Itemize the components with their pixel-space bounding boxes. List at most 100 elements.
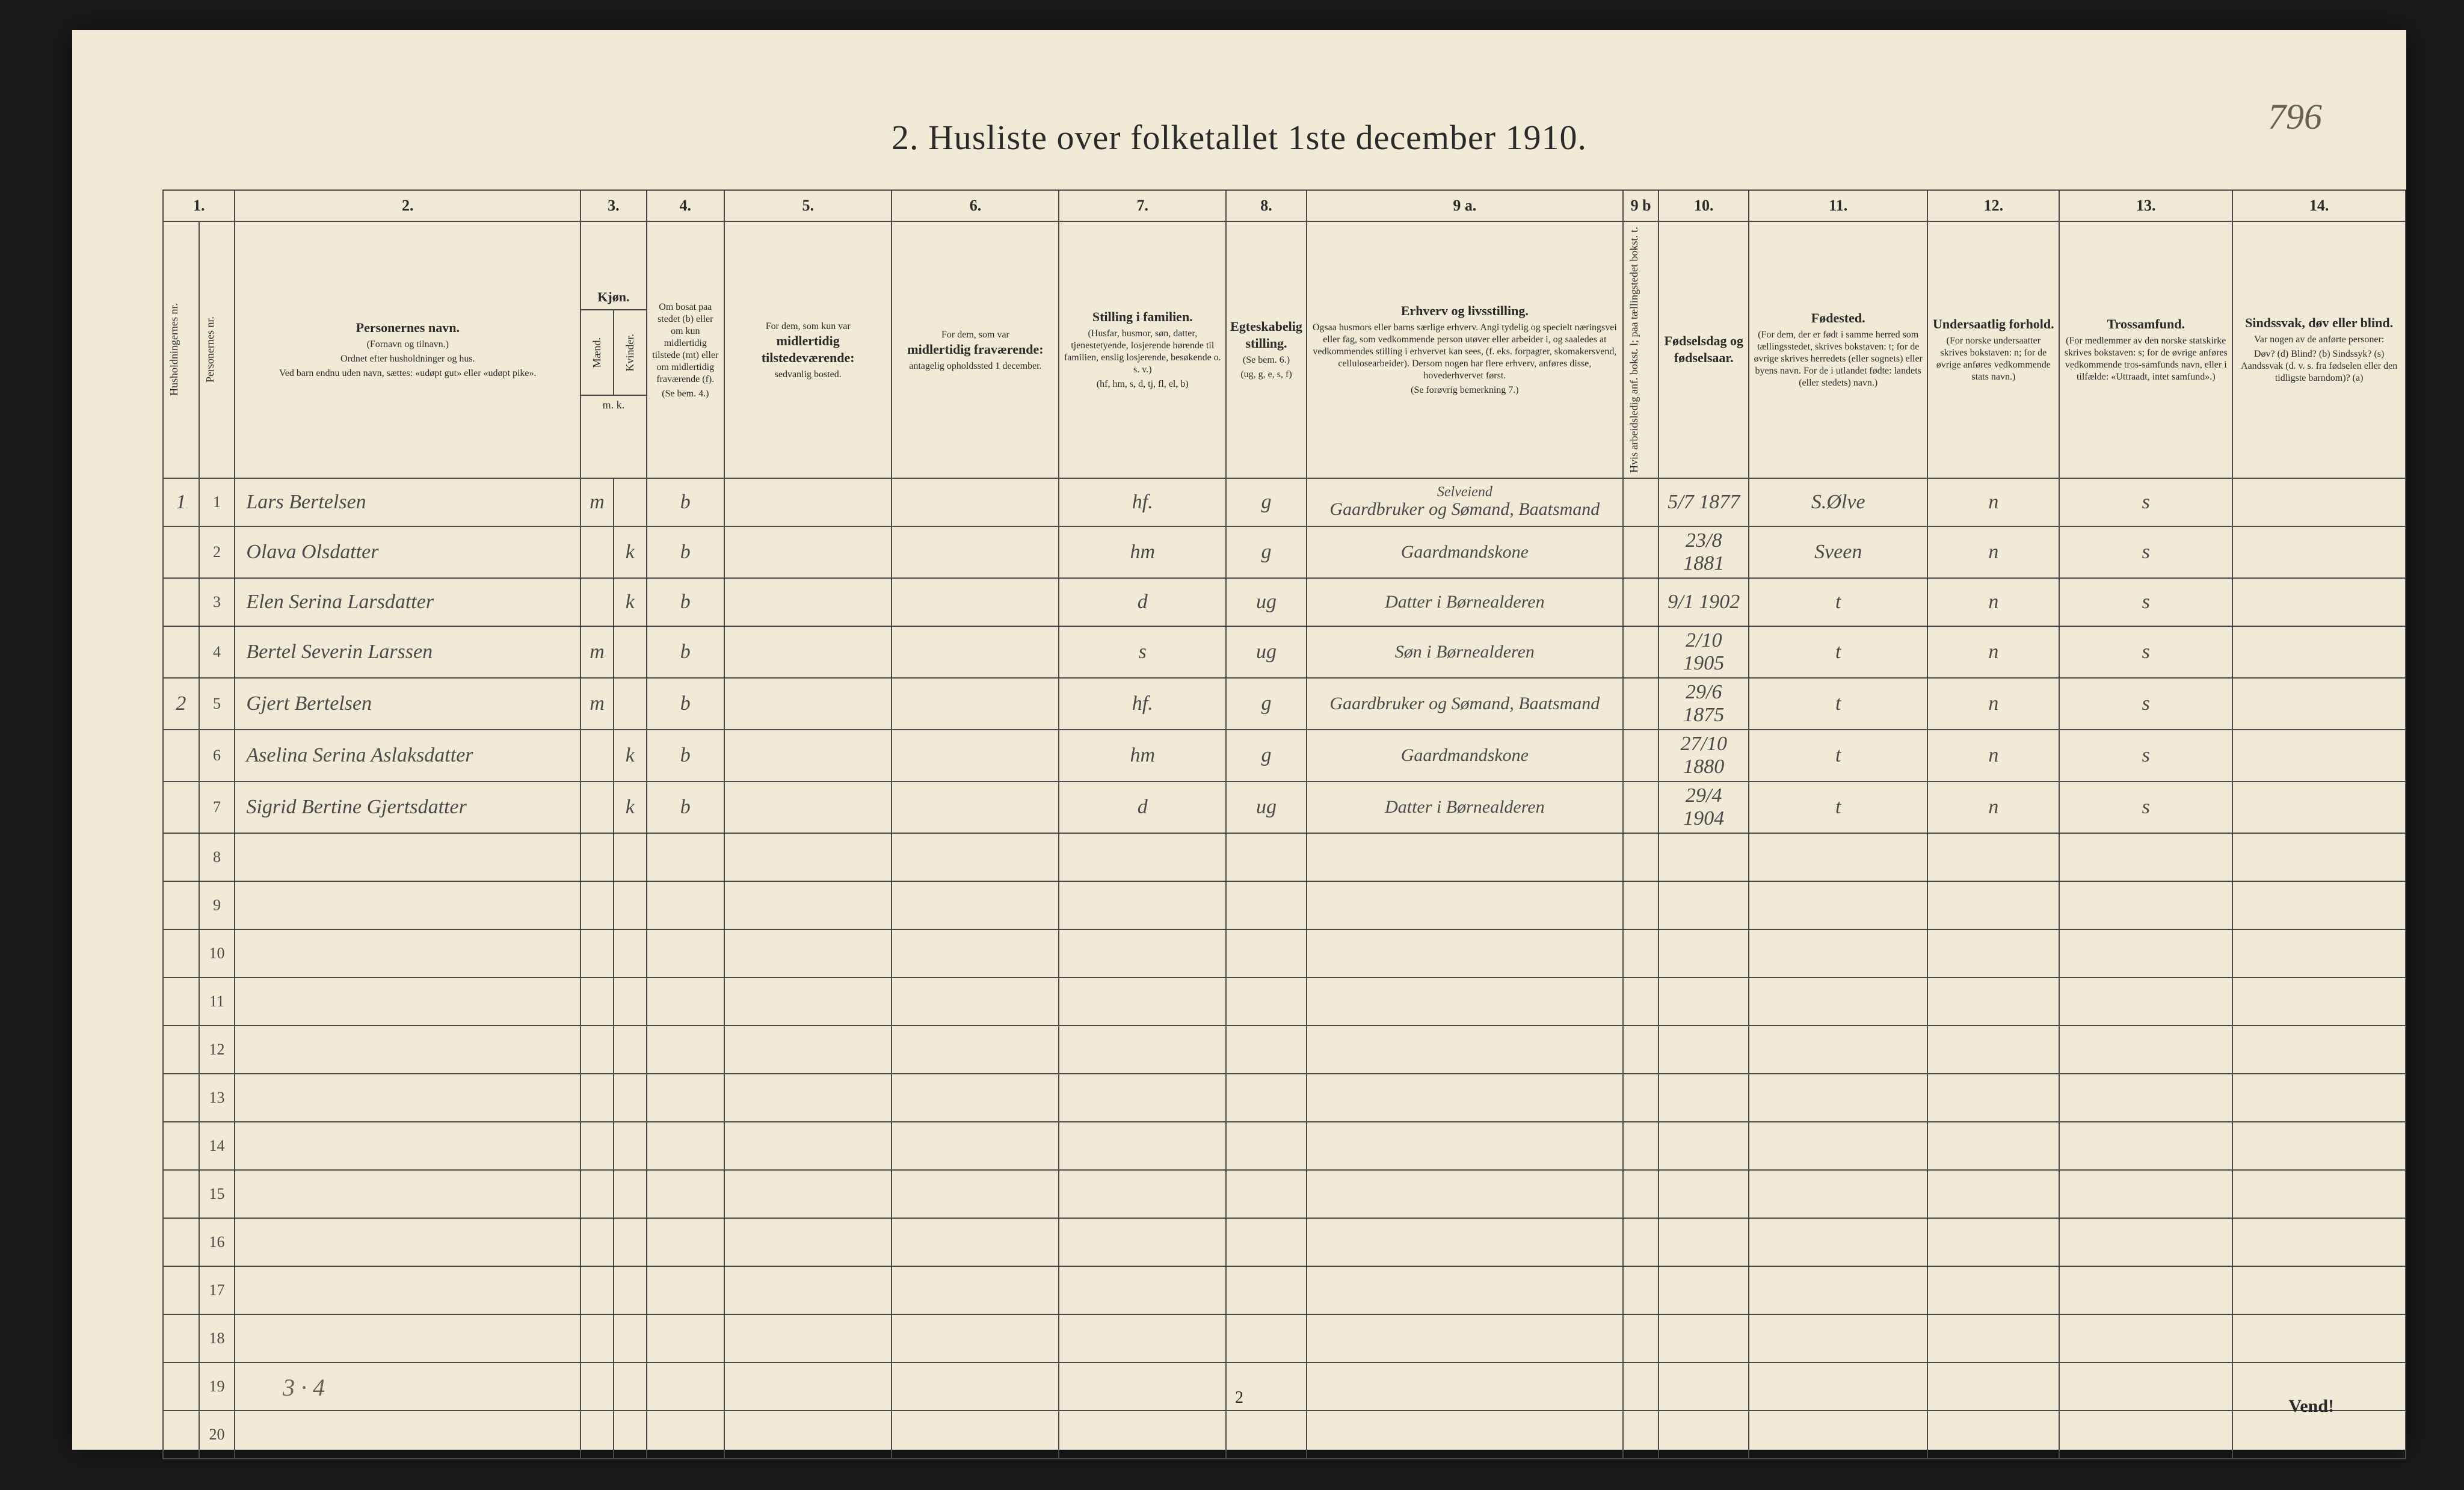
cell-person-no: 10: [199, 929, 235, 977]
header-main-row: Husholdningernes nr. Personernes nr. Per…: [163, 221, 2406, 478]
cell-name: [235, 977, 581, 1026]
cell-marital: [1226, 1218, 1307, 1266]
table-row: 15: [163, 1170, 2406, 1218]
cell-sex-k: [614, 478, 647, 526]
table-row: 6Aselina Serina AslaksdatterkbhmgGaardma…: [163, 730, 2406, 781]
cell-birth-date: [1659, 1314, 1749, 1362]
cell-disability: [2232, 977, 2406, 1026]
cell-temp-absent: [892, 578, 1059, 626]
hdr-disability: Sindssvak, døv eller blind. Var nogen av…: [2232, 221, 2406, 478]
hdr-family-position: Stilling i familien. (Husfar, husmor, sø…: [1059, 221, 1226, 478]
cell-sex-k: [614, 1074, 647, 1122]
cell-person-no: 3: [199, 578, 235, 626]
cell-family-pos: [1059, 1026, 1226, 1074]
cell-sex-m: [581, 977, 614, 1026]
cell-temp-present: [724, 730, 892, 781]
cell-temp-absent: [892, 1026, 1059, 1074]
cell-birthplace: [1749, 1122, 1927, 1170]
cell-sex-k: [614, 1218, 647, 1266]
cell-temp-present: [724, 1266, 892, 1314]
cell-temp-present: [724, 881, 892, 929]
cell-marital: [1226, 1314, 1307, 1362]
cell-birthplace: [1749, 1266, 1927, 1314]
cell-temp-present: [724, 1122, 892, 1170]
cell-marital: ug: [1226, 781, 1307, 833]
cell-birthplace: Sveen: [1749, 526, 1927, 578]
cell-sex-k: [614, 1122, 647, 1170]
hdr-name: Personernes navn. (Fornavn og tilnavn.) …: [235, 221, 581, 478]
cell-family-pos: hm: [1059, 730, 1226, 781]
cell-residence: b: [647, 478, 724, 526]
cell-unemployed: [1623, 1218, 1659, 1266]
cell-temp-absent: [892, 478, 1059, 526]
cell-occupation: Gaardbruker og Sømand, Baatsmand: [1307, 678, 1623, 730]
cell-sex-k: [614, 977, 647, 1026]
cell-household-no: 1: [163, 478, 199, 526]
form-title: 2. Husliste over folketallet 1ste decemb…: [72, 117, 2406, 158]
cell-person-no: 6: [199, 730, 235, 781]
cell-occupation: Datter i Børnealderen: [1307, 781, 1623, 833]
cell-sex-m: [581, 833, 614, 881]
cell-marital: [1226, 1026, 1307, 1074]
cell-person-no: 14: [199, 1122, 235, 1170]
cell-temp-present: [724, 781, 892, 833]
cell-birthplace: [1749, 1074, 1927, 1122]
cell-occupation: Datter i Børnealderen: [1307, 578, 1623, 626]
cell-residence: b: [647, 526, 724, 578]
cell-birthplace: [1749, 1218, 1927, 1266]
cell-nationality: [1927, 881, 2059, 929]
cell-name: [235, 929, 581, 977]
cell-person-no: 16: [199, 1218, 235, 1266]
cell-birth-date: [1659, 1170, 1749, 1218]
cell-person-no: 8: [199, 833, 235, 881]
hdr-marital-status: Egteskabelig stilling. (Se bem. 6.) (ug,…: [1226, 221, 1307, 478]
cell-temp-present: [724, 626, 892, 678]
col-num-2: 2.: [235, 190, 581, 221]
hdr-religion: Trossamfund. (For medlemmer av den norsk…: [2059, 221, 2232, 478]
cell-temp-present: [724, 578, 892, 626]
cell-disability: [2232, 1122, 2406, 1170]
cell-unemployed: [1623, 526, 1659, 578]
cell-residence: [647, 1314, 724, 1362]
cell-residence: [647, 1170, 724, 1218]
cell-sex-k: [614, 929, 647, 977]
cell-nationality: [1927, 929, 2059, 977]
cell-temp-absent: [892, 929, 1059, 977]
cell-marital: [1226, 1411, 1307, 1459]
turn-over-label: Vend!: [2288, 1396, 2334, 1417]
cell-name: [235, 1122, 581, 1170]
cell-household-no: [163, 626, 199, 678]
cell-sex-m: [581, 1218, 614, 1266]
cell-birth-date: [1659, 1218, 1749, 1266]
cell-person-no: 20: [199, 1411, 235, 1459]
cell-birth-date: [1659, 1411, 1749, 1459]
cell-family-pos: [1059, 1170, 1226, 1218]
cell-family-pos: [1059, 833, 1226, 881]
cell-birthplace: t: [1749, 730, 1927, 781]
cell-occupation: [1307, 1218, 1623, 1266]
cell-person-no: 11: [199, 977, 235, 1026]
cell-person-no: 12: [199, 1026, 235, 1074]
col-num-10: 10.: [1659, 190, 1749, 221]
cell-birthplace: [1749, 1411, 1927, 1459]
cell-person-no: 9: [199, 881, 235, 929]
cell-sex-m: [581, 730, 614, 781]
table-row: 4Bertel Severin LarssenmbsugSøn i Børnea…: [163, 626, 2406, 678]
cell-sex-m: [581, 881, 614, 929]
cell-marital: g: [1226, 478, 1307, 526]
cell-residence: [647, 1411, 724, 1459]
cell-marital: [1226, 833, 1307, 881]
cell-sex-k: [614, 1266, 647, 1314]
cell-marital: [1226, 881, 1307, 929]
cell-family-pos: d: [1059, 578, 1226, 626]
cell-person-no: 4: [199, 626, 235, 678]
cell-nationality: n: [1927, 626, 2059, 678]
col-num-8: 8.: [1226, 190, 1307, 221]
cell-temp-absent: [892, 1411, 1059, 1459]
cell-household-no: [163, 578, 199, 626]
col-num-1: 1.: [163, 190, 235, 221]
hdr-unemployed: Hvis arbeidsledig anf. bokst. l; paa tæl…: [1623, 221, 1659, 478]
cell-name: [235, 1074, 581, 1122]
cell-residence: b: [647, 730, 724, 781]
table-row: 8: [163, 833, 2406, 881]
